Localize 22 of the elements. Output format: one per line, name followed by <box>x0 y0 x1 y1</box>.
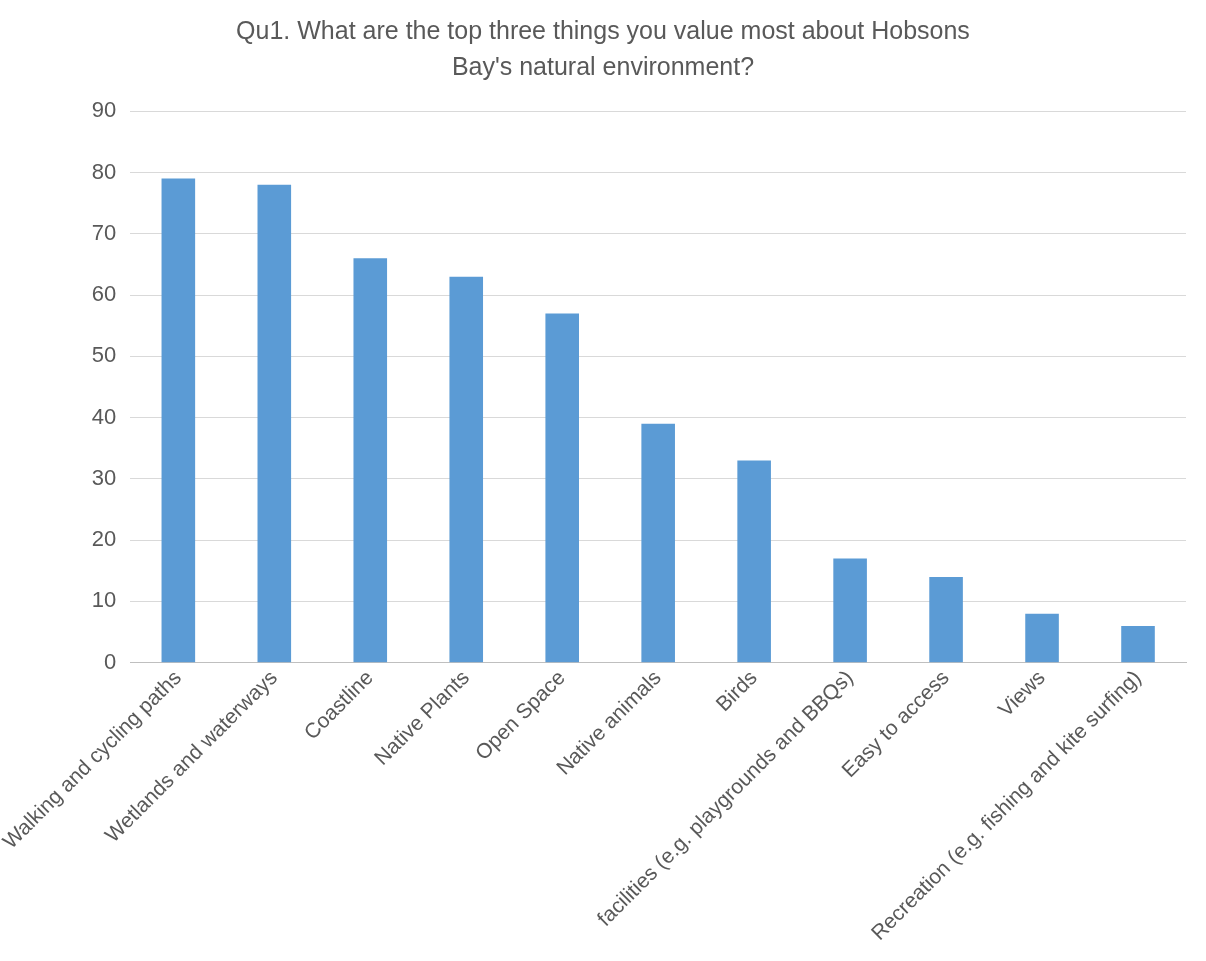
bar <box>449 276 484 663</box>
y-tick-label: 90 <box>91 97 117 123</box>
bar <box>353 258 388 663</box>
y-tick-label: 30 <box>91 464 117 490</box>
bar <box>641 423 675 663</box>
y-tick-label: 70 <box>91 219 117 245</box>
bar <box>545 313 579 663</box>
y-tick-label: 80 <box>91 158 117 184</box>
y-tick-label: 20 <box>91 526 117 552</box>
chart-title: Qu1. What are the top three things you value most about Hobsons Bay's natural environment? <box>235 15 971 82</box>
y-tick-label: 40 <box>91 403 117 429</box>
bar <box>833 558 867 663</box>
y-tick-label: 10 <box>91 587 117 613</box>
bar <box>257 184 292 663</box>
bar <box>161 178 196 663</box>
y-tick-label: 0 <box>104 648 117 674</box>
bar <box>929 576 963 663</box>
bar <box>737 460 771 663</box>
y-tick-label: 60 <box>91 281 117 307</box>
y-tick-label: 50 <box>91 342 117 368</box>
bar <box>1025 613 1059 663</box>
bar <box>1121 625 1155 663</box>
